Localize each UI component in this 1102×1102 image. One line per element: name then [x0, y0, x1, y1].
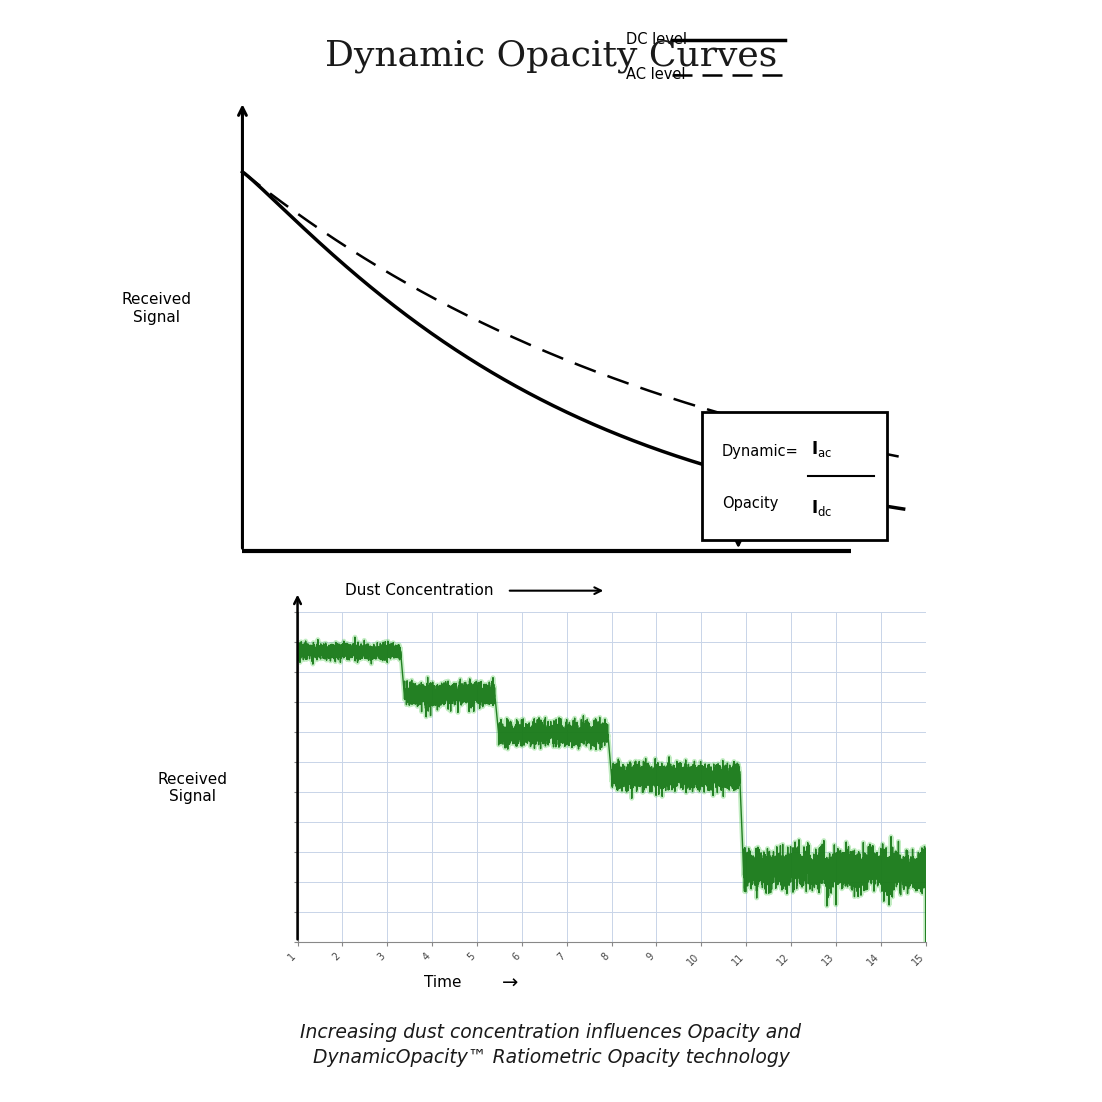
Text: Dynamic=: Dynamic= — [722, 444, 799, 458]
Text: Dynamic Opacity Curves: Dynamic Opacity Curves — [325, 39, 777, 73]
Text: →: → — [501, 973, 518, 993]
Text: Received
Signal: Received Signal — [121, 292, 192, 325]
Text: $\mathbf{I}$$_{\mathrm{ac}}$: $\mathbf{I}$$_{\mathrm{ac}}$ — [811, 439, 832, 458]
Text: Increasing dust concentration influences Opacity and: Increasing dust concentration influences… — [301, 1023, 801, 1042]
Text: Opacity: Opacity — [722, 496, 778, 510]
Text: AC level: AC level — [626, 67, 685, 83]
Text: DynamicOpacity™ Ratiometric Opacity technology: DynamicOpacity™ Ratiometric Opacity tech… — [313, 1048, 789, 1068]
FancyBboxPatch shape — [702, 412, 887, 540]
Text: $\mathbf{I}$$_{\mathrm{ac}}$: $\mathbf{I}$$_{\mathrm{ac}}$ — [761, 432, 785, 452]
Text: Received
Signal: Received Signal — [158, 771, 228, 804]
Text: $\mathbf{I}$$_{\mathrm{dc}}$: $\mathbf{I}$$_{\mathrm{dc}}$ — [755, 507, 778, 527]
Text: DC level: DC level — [626, 32, 687, 47]
Text: Dust Concentration: Dust Concentration — [345, 583, 494, 598]
Text: $\mathbf{I}$$_{\mathrm{dc}}$: $\mathbf{I}$$_{\mathrm{dc}}$ — [811, 498, 832, 518]
Text: Time: Time — [424, 975, 462, 991]
